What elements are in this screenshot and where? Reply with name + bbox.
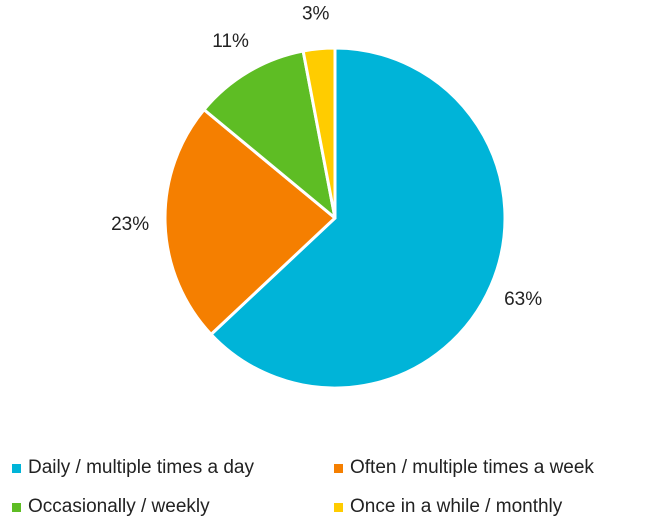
chart-legend: Daily / multiple times a day Often / mul… <box>12 455 667 520</box>
pie-slices <box>163 46 507 390</box>
legend-item-once-in-a-while: Once in a while / monthly <box>334 494 667 520</box>
pie-slice-daily <box>209 46 507 390</box>
legend-label-often: Often / multiple times a week <box>350 457 594 478</box>
legend-swatch-often <box>334 463 343 473</box>
pie-value-label-once-in-a-while: 3% <box>302 3 330 24</box>
pie-slice-once-in-a-while <box>301 46 337 220</box>
pie-slice-occasionally <box>202 49 337 220</box>
legend-item-occasionally: Occasionally / weekly <box>12 494 334 520</box>
legend-item-often: Often / multiple times a week <box>334 455 667 481</box>
legend-item-daily: Daily / multiple times a day <box>12 455 334 481</box>
pie-value-label-occasionally: 11% <box>212 31 249 52</box>
pie-value-labels: 63% 23% 11% 3% <box>111 3 542 310</box>
legend-label-once-in-a-while: Once in a while / monthly <box>350 496 563 517</box>
legend-swatch-occasionally <box>12 502 21 512</box>
pie-value-label-daily: 63% <box>504 289 542 310</box>
legend-label-daily: Daily / multiple times a day <box>28 457 254 478</box>
pie-value-label-often: 23% <box>111 214 149 235</box>
legend-swatch-once-in-a-while <box>334 502 343 512</box>
legend-label-occasionally: Occasionally / weekly <box>28 496 210 517</box>
pie-slice-often <box>163 108 337 336</box>
legend-swatch-daily <box>12 463 21 473</box>
